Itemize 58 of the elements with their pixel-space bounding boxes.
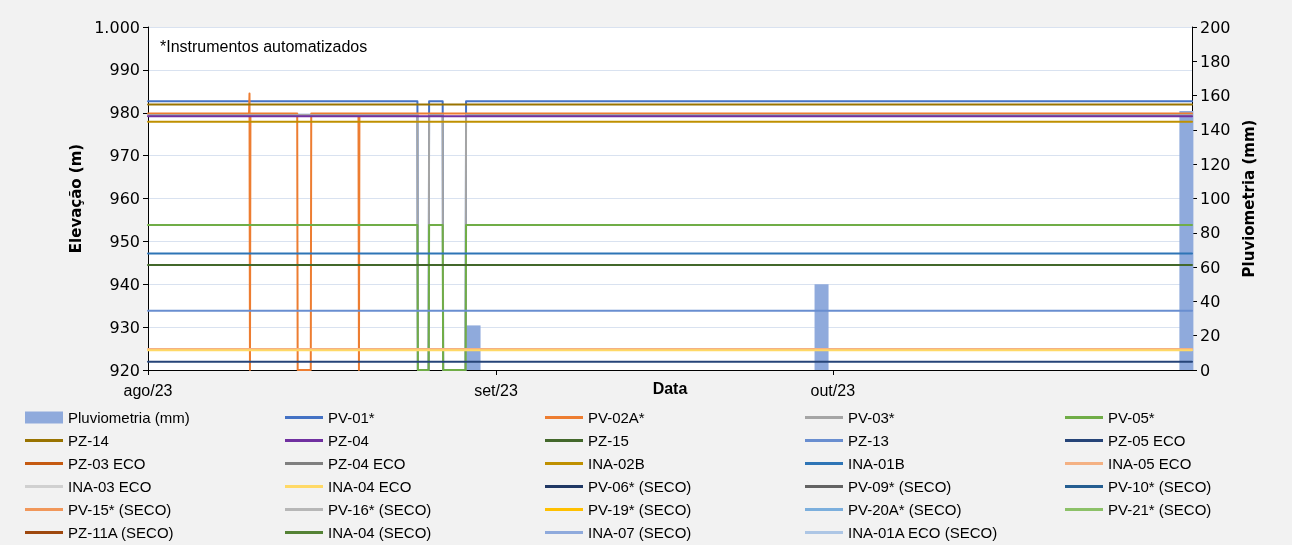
legend-label: PZ-05 ECO <box>1108 432 1186 449</box>
legend-label: PV-16* (SECO) <box>328 501 432 518</box>
x-axis-title: Data <box>652 379 688 397</box>
legend-label: Pluviometria (mm) <box>68 409 190 426</box>
y2-tick-label: 140 <box>1200 120 1231 140</box>
y2-tick-label: 160 <box>1200 86 1231 106</box>
legend-label: PV-09* (SECO) <box>848 478 952 495</box>
legend-label: PV-19* (SECO) <box>588 501 692 518</box>
x-tick-label: ago/23 <box>123 381 173 399</box>
legend-label: PV-20A* (SECO) <box>848 501 962 518</box>
y-tick-label: 930 <box>109 317 140 337</box>
y-tick-label: 980 <box>109 103 140 123</box>
legend-label: PV-03* <box>848 409 895 426</box>
y2-tick-label: 80 <box>1200 223 1221 243</box>
y2-tick-label: 20 <box>1200 326 1221 346</box>
y-tick-label: 970 <box>109 146 140 166</box>
legend-label: PV-02A* <box>588 409 645 426</box>
legend-label: PZ-04 <box>328 432 369 449</box>
legend-label: INA-04 ECO <box>328 478 412 495</box>
y-tick-label: 940 <box>109 274 140 294</box>
legend-label: PV-15* (SECO) <box>68 501 172 518</box>
legend-label: PV-10* (SECO) <box>1108 478 1212 495</box>
legend-label: PV-05* <box>1108 409 1155 426</box>
legend-label: PZ-13 <box>848 432 889 449</box>
y-tick-label: 990 <box>109 60 140 80</box>
legend-label: INA-02B <box>588 455 645 472</box>
y2-tick-label: 120 <box>1200 154 1231 174</box>
legend-label: INA-05 ECO <box>1108 455 1192 472</box>
legend-label: INA-04 (SECO) <box>328 524 432 541</box>
y-tick-label: 950 <box>109 231 140 251</box>
legend-label: INA-01B <box>848 455 905 472</box>
annotation: *Instrumentos automatizados <box>160 37 368 55</box>
bar <box>1179 111 1194 370</box>
y2-axis-title: Pluviometria (mm) <box>1239 119 1258 278</box>
legend-label: INA-03 ECO <box>68 478 152 495</box>
y2-tick-label: 0 <box>1200 360 1211 380</box>
legend-label: PZ-04 ECO <box>328 455 406 472</box>
legend-label: PZ-14 <box>68 432 109 449</box>
bar <box>814 284 829 370</box>
legend-label: INA-07 (SECO) <box>588 524 692 541</box>
legend-label: INA-01A ECO (SECO) <box>848 524 998 541</box>
legend-label: PZ-15 <box>588 432 629 449</box>
legend-label: PZ-03 ECO <box>68 455 146 472</box>
y2-tick-label: 40 <box>1200 291 1221 311</box>
y2-tick-label: 60 <box>1200 257 1221 277</box>
y2-tick-label: 180 <box>1200 51 1231 71</box>
y-tick-label: 1.000 <box>94 17 140 37</box>
legend-label: PV-06* (SECO) <box>588 478 692 495</box>
y-axis-title: Elevação (m) <box>66 143 85 254</box>
legend-label: PV-01* <box>328 409 375 426</box>
y-tick-label: 920 <box>109 360 140 380</box>
y2-tick-label: 200 <box>1200 17 1231 37</box>
x-tick-label: set/23 <box>474 381 518 399</box>
legend-label: PV-21* (SECO) <box>1108 501 1212 518</box>
y-tick-label: 960 <box>109 189 140 208</box>
x-tick-label: out/23 <box>810 381 856 399</box>
y2-tick-label: 100 <box>1200 189 1231 208</box>
legend-label: PZ-11A (SECO) <box>68 524 174 541</box>
